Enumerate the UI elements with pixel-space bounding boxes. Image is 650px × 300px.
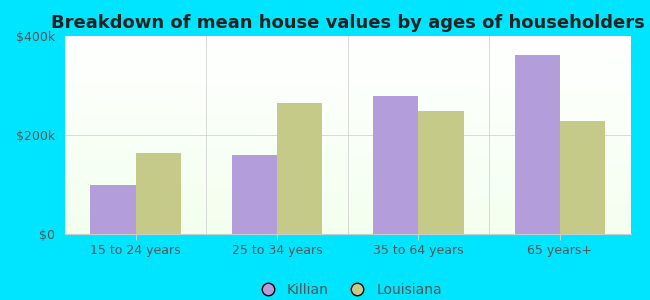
Bar — [419, 111, 463, 234]
Bar — [277, 103, 322, 234]
Bar — [232, 155, 277, 234]
Title: Breakdown of mean house values by ages of householders: Breakdown of mean house values by ages o… — [51, 14, 645, 32]
Bar — [373, 96, 419, 234]
Bar — [90, 185, 136, 234]
Legend: Killian, Louisiana: Killian, Louisiana — [248, 277, 447, 300]
Bar — [136, 153, 181, 234]
Bar — [515, 55, 560, 234]
Bar — [560, 121, 605, 234]
